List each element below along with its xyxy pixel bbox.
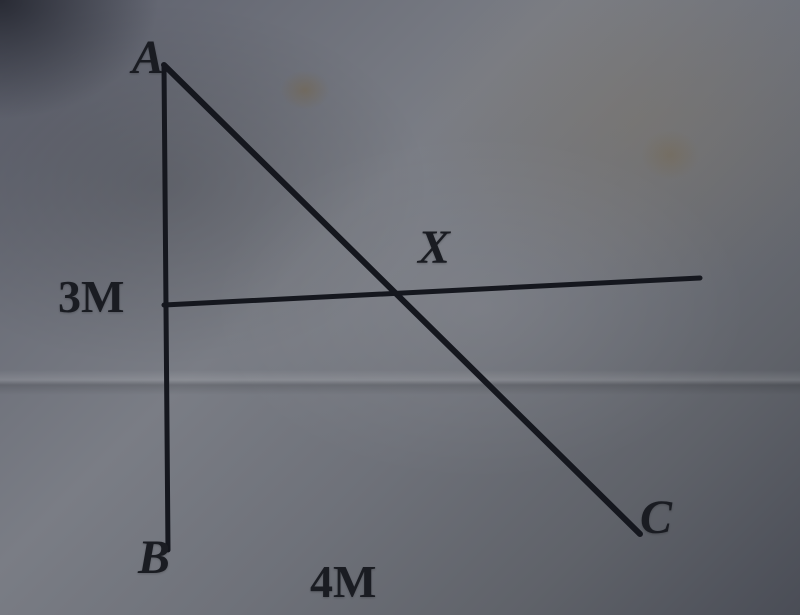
measurement-4M: 4M	[310, 555, 376, 608]
point-label-X: X	[418, 220, 450, 275]
point-label-A: A	[132, 30, 164, 85]
point-label-C: C	[640, 490, 672, 545]
measurement-3M: 3M	[58, 270, 124, 323]
point-label-B: B	[138, 530, 170, 585]
